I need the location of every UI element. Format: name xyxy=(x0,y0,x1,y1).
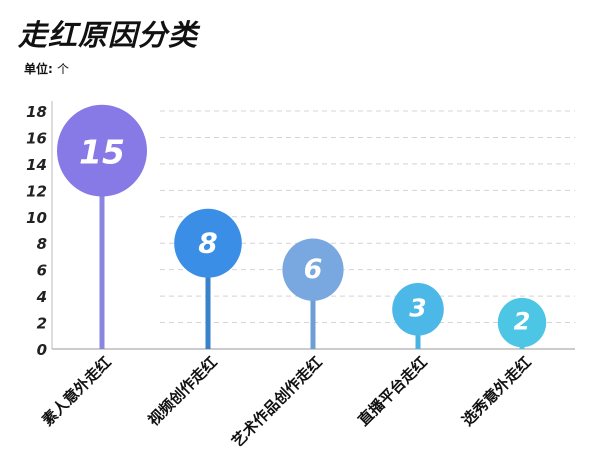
unit-value: 个 xyxy=(57,62,70,76)
lollipop-bubble xyxy=(282,238,344,301)
x-tick-label: 素人意外走红 xyxy=(38,353,114,429)
y-tick-label: 12 xyxy=(26,182,47,200)
unit-caption: 单位: 个 xyxy=(24,60,69,77)
data-label: 2 xyxy=(514,307,531,335)
x-tick-label: 直播平台走红 xyxy=(354,353,430,429)
x-tick-label: 艺术作品创作走红 xyxy=(228,353,326,451)
data-label: 6 xyxy=(304,254,323,285)
y-tick-label: 2 xyxy=(37,315,47,333)
data-label: 8 xyxy=(198,227,217,260)
y-tick-label: 10 xyxy=(26,209,47,227)
lollipop-stem xyxy=(205,243,211,349)
unit-label: 单位: xyxy=(24,62,53,76)
y-tick-label: 18 xyxy=(26,103,47,121)
x-tick-label: 选秀意外走红 xyxy=(458,353,534,429)
lollipop-stem xyxy=(310,269,316,349)
y-tick-label: 16 xyxy=(26,129,47,147)
lollipop-stem xyxy=(99,150,105,349)
y-tick-label: 14 xyxy=(26,156,47,174)
grid-lines xyxy=(160,110,575,324)
y-tick-label: 4 xyxy=(36,288,47,306)
lollipop-bubble xyxy=(392,283,444,336)
x-axis-labels: 素人意外走红 视频创作走红 艺术作品创作走红 直播平台走红 选秀意外走红 xyxy=(38,353,534,451)
chart-title: 走红原因分类 xyxy=(18,18,199,52)
lollipop-bubble xyxy=(497,297,547,348)
lollipop-bubble xyxy=(174,208,242,278)
y-tick-label: 0 xyxy=(37,341,47,359)
data-label: 3 xyxy=(409,294,426,323)
y-tick-label: 6 xyxy=(37,262,47,280)
y-tick-label: 8 xyxy=(37,235,47,253)
lollipop-bubble xyxy=(57,104,147,197)
bubbles: 15 8 6 3 2 xyxy=(57,104,547,348)
data-label: 15 xyxy=(79,132,125,171)
x-tick-label: 视频创作走红 xyxy=(144,353,220,429)
